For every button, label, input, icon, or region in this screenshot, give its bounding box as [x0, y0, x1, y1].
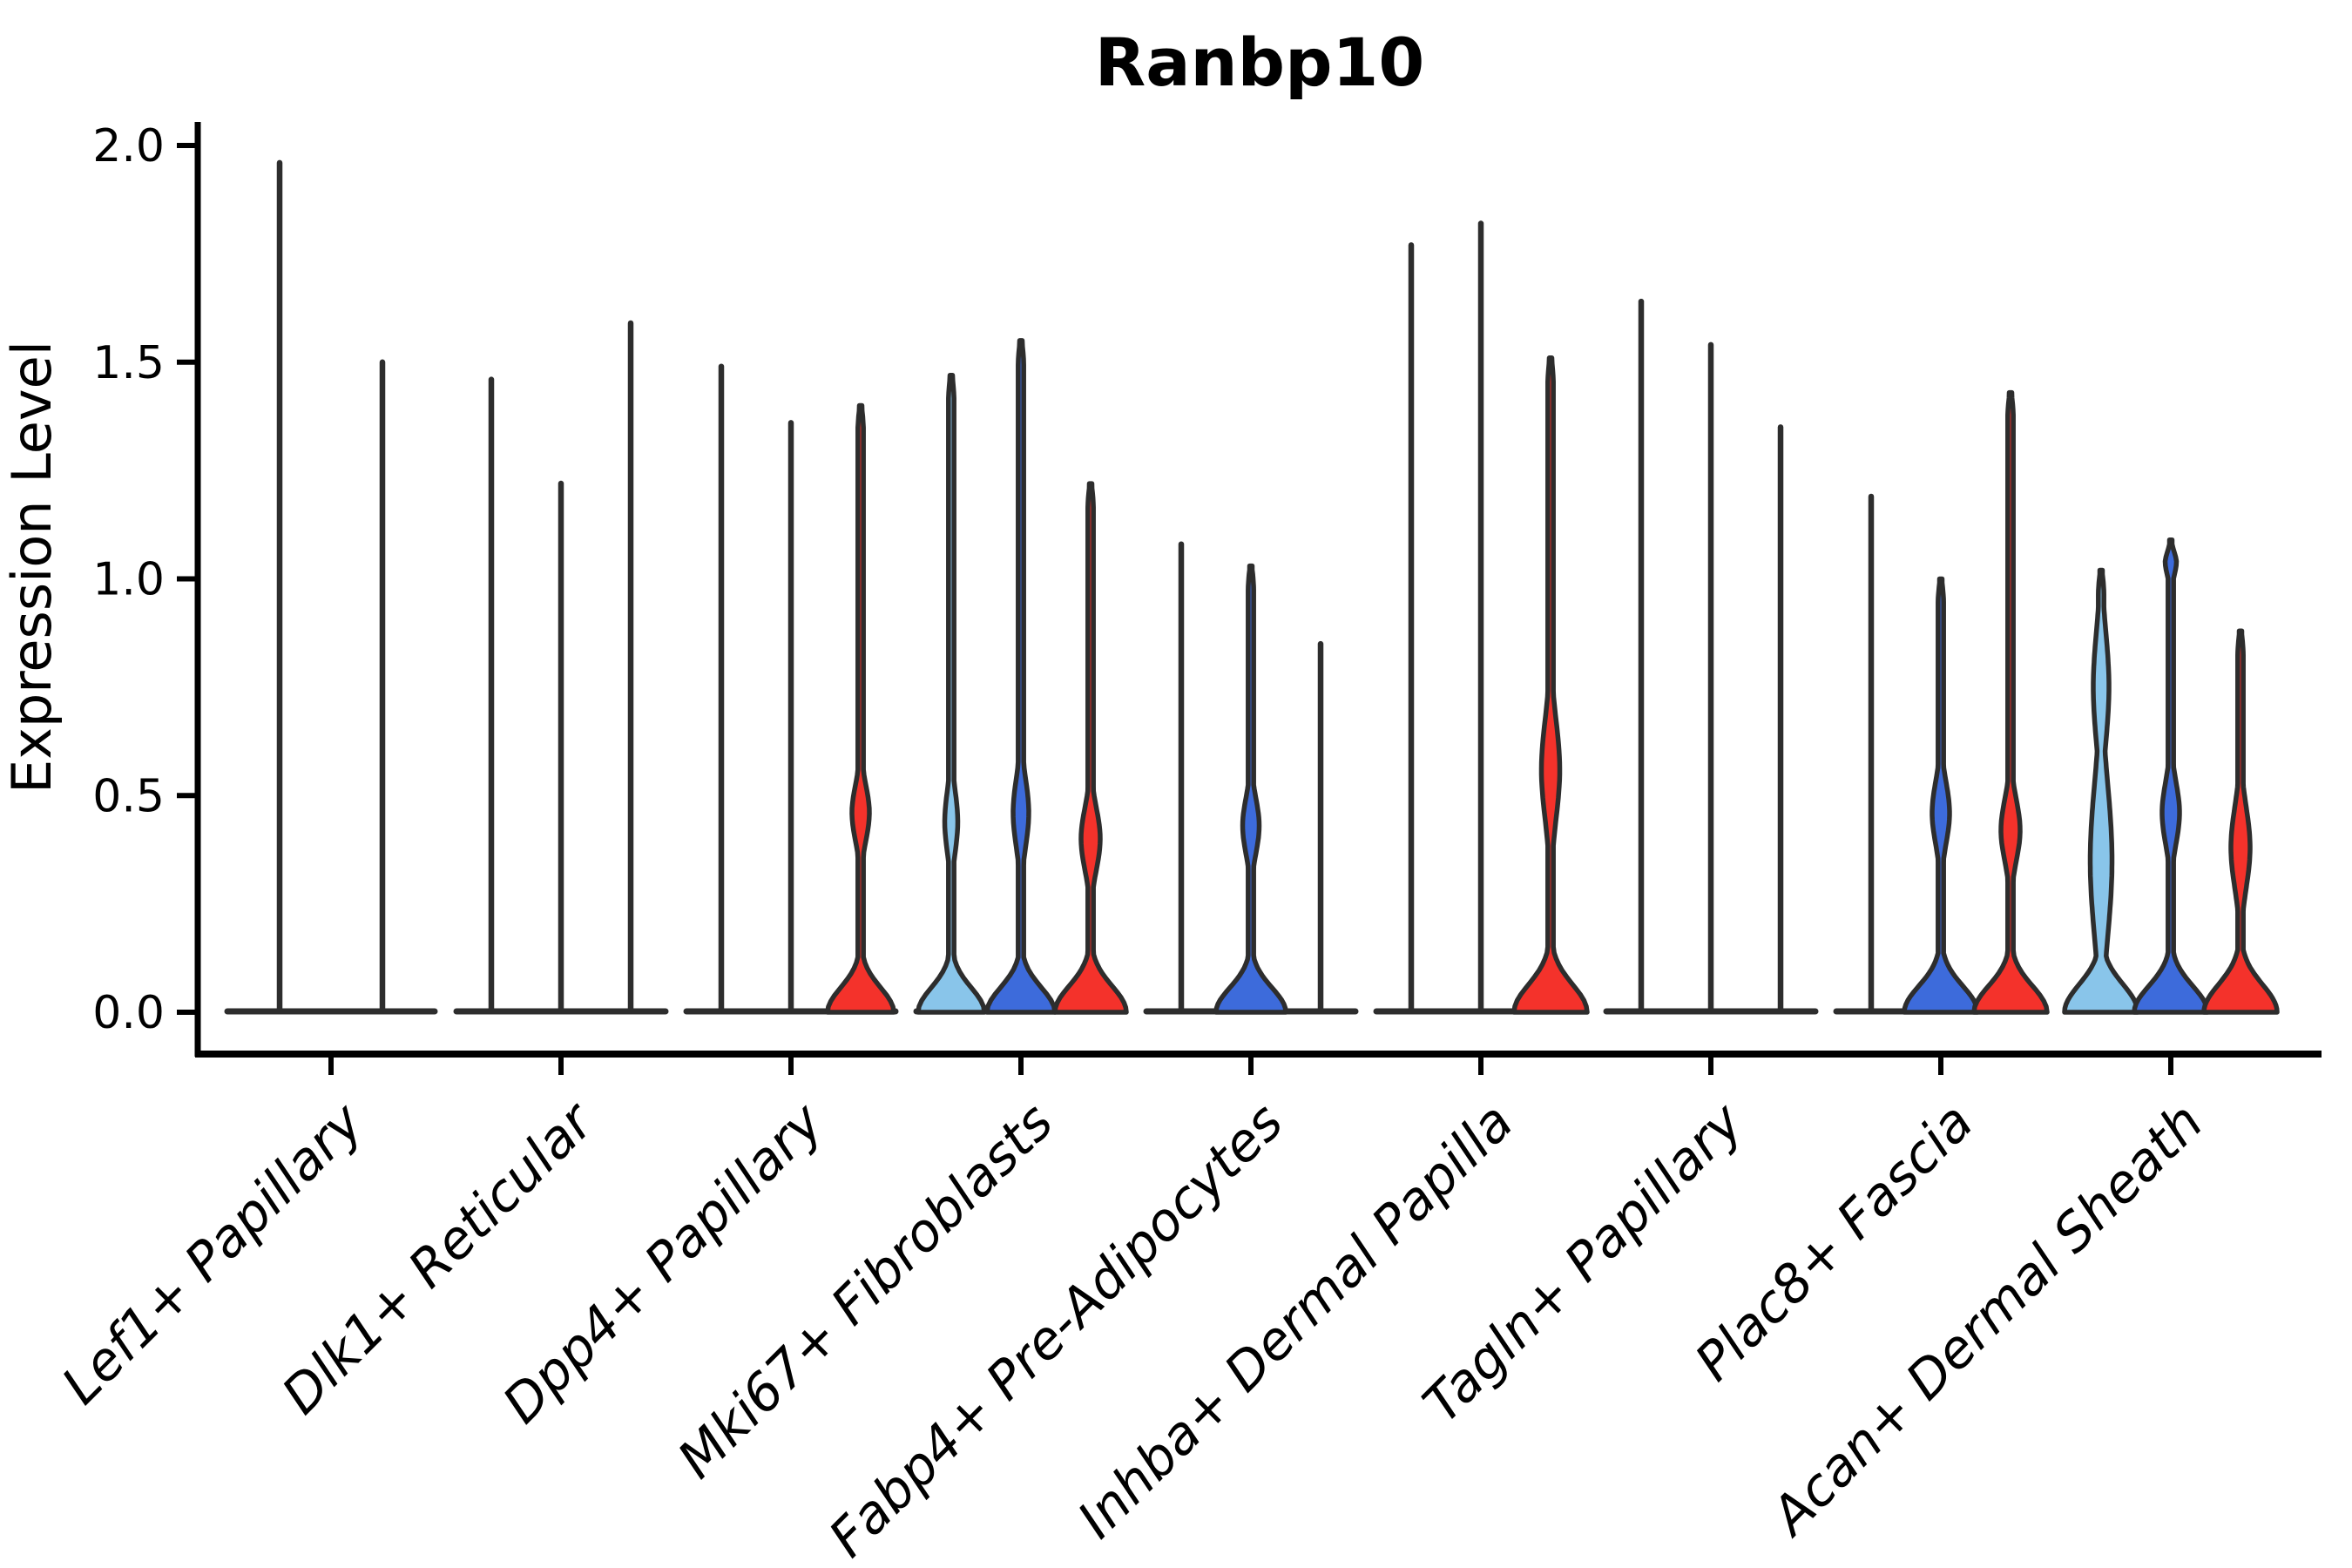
- violin-body-red: [825, 402, 896, 1015]
- y-tick-label: 0.0: [92, 987, 165, 1039]
- x-tick-label: Mki67+ Fibroblasts: [666, 1092, 1065, 1490]
- violin-body-red: [1511, 355, 1590, 1015]
- violin-body-skyblue: [916, 372, 987, 1015]
- y-tick-label: 1.5: [92, 337, 165, 389]
- violin-body-blue: [1213, 563, 1288, 1015]
- violin-body-skyblue: [2062, 567, 2140, 1015]
- y-tick-label: 0.5: [92, 770, 165, 822]
- axes-layer: [177, 122, 2322, 1075]
- violin-body-red: [1971, 389, 2050, 1015]
- violin-body-red: [2201, 628, 2280, 1015]
- y-tick-label: 2.0: [92, 120, 165, 172]
- x-tick-label: Fabp4+ Pre-Adipocytes: [817, 1092, 1294, 1568]
- x-tick-label: Acan+ Dermal Sheath: [1758, 1092, 2215, 1549]
- violins-layer: [224, 159, 2280, 1015]
- violin-body-blue: [984, 338, 1058, 1015]
- x-tick-label: Inhba+ Dermal Papilla: [1066, 1092, 1524, 1550]
- violin-body-blue: [2132, 537, 2210, 1015]
- violin-body-red: [1052, 481, 1129, 1015]
- violin-body-blue: [1902, 576, 1980, 1015]
- y-axis-label: Expression Level: [0, 341, 64, 794]
- y-tick-label: 1.0: [92, 554, 165, 606]
- chart-title: Ranbp10: [1095, 24, 1424, 101]
